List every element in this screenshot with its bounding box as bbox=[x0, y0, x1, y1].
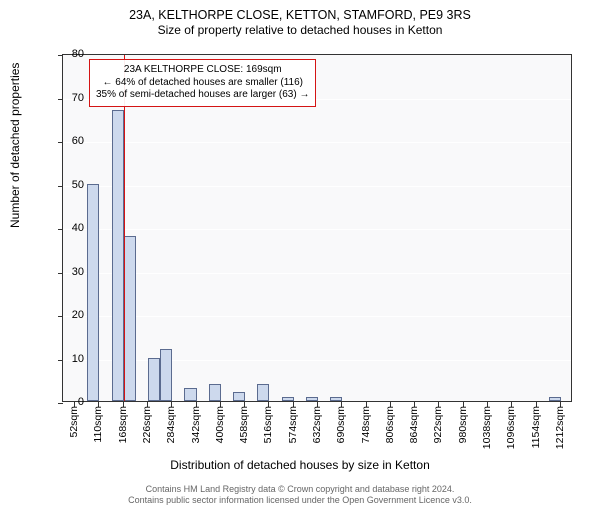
histogram-bar bbox=[233, 392, 245, 401]
footer-line2: Contains public sector information licen… bbox=[0, 495, 600, 506]
xtick-label: 1038sqm bbox=[481, 406, 493, 449]
ytick-label: 70 bbox=[54, 92, 84, 104]
histogram-bar bbox=[257, 384, 269, 401]
histogram-bar bbox=[209, 384, 221, 401]
chart-area: 23A KELTHORPE CLOSE: 169sqm← 64% of deta… bbox=[62, 54, 572, 402]
annotation-line: 23A KELTHORPE CLOSE: 169sqm bbox=[96, 64, 309, 77]
plot-background: 23A KELTHORPE CLOSE: 169sqm← 64% of deta… bbox=[62, 54, 572, 402]
xtick-label: 690sqm bbox=[335, 406, 347, 443]
histogram-bar bbox=[282, 397, 294, 401]
gridline-h bbox=[63, 142, 571, 143]
xtick-label: 226sqm bbox=[141, 406, 153, 443]
chart-title-main: 23A, KELTHORPE CLOSE, KETTON, STAMFORD, … bbox=[0, 8, 600, 22]
histogram-bar bbox=[160, 349, 172, 401]
histogram-bar bbox=[148, 358, 160, 402]
ytick-label: 20 bbox=[54, 309, 84, 321]
histogram-bar bbox=[306, 397, 318, 401]
gridline-h bbox=[63, 229, 571, 230]
histogram-bar bbox=[330, 397, 342, 401]
xtick-label: 1096sqm bbox=[505, 406, 517, 449]
footer-attribution: Contains HM Land Registry data © Crown c… bbox=[0, 484, 600, 506]
xtick-label: 1154sqm bbox=[530, 406, 542, 448]
xtick-label: 342sqm bbox=[190, 406, 202, 443]
xtick-label: 980sqm bbox=[457, 406, 469, 443]
gridline-h bbox=[63, 273, 571, 274]
annotation-line: ← 64% of detached houses are smaller (11… bbox=[96, 77, 309, 90]
annotation-box: 23A KELTHORPE CLOSE: 169sqm← 64% of deta… bbox=[89, 59, 316, 107]
xtick-label: 574sqm bbox=[287, 406, 299, 443]
x-axis-label: Distribution of detached houses by size … bbox=[0, 458, 600, 472]
ytick-label: 40 bbox=[54, 222, 84, 234]
ytick-label: 0 bbox=[54, 396, 84, 408]
annotation-line: 35% of semi-detached houses are larger (… bbox=[96, 89, 309, 102]
chart-title-sub: Size of property relative to detached ho… bbox=[0, 23, 600, 37]
footer-line1: Contains HM Land Registry data © Crown c… bbox=[0, 484, 600, 495]
xtick-label: 168sqm bbox=[117, 406, 129, 443]
ytick-label: 10 bbox=[54, 353, 84, 365]
ytick-label: 50 bbox=[54, 179, 84, 191]
xtick-label: 922sqm bbox=[432, 406, 444, 443]
xtick-label: 52sqm bbox=[68, 406, 80, 438]
histogram-bar bbox=[549, 397, 561, 401]
xtick-label: 458sqm bbox=[238, 406, 250, 443]
histogram-bar bbox=[184, 388, 196, 401]
ytick-label: 30 bbox=[54, 266, 84, 278]
y-axis-label: Number of detached properties bbox=[8, 63, 22, 228]
reference-line bbox=[124, 55, 125, 401]
xtick-label: 284sqm bbox=[165, 406, 177, 443]
histogram-bar bbox=[112, 110, 124, 401]
gridline-h bbox=[63, 186, 571, 187]
xtick-label: 806sqm bbox=[384, 406, 396, 443]
xtick-label: 516sqm bbox=[262, 406, 274, 443]
xtick-label: 864sqm bbox=[408, 406, 420, 443]
gridline-h bbox=[63, 360, 571, 361]
xtick-label: 632sqm bbox=[311, 406, 323, 443]
xtick-label: 400sqm bbox=[214, 406, 226, 443]
histogram-bar bbox=[124, 236, 136, 401]
ytick-label: 60 bbox=[54, 135, 84, 147]
ytick-label: 80 bbox=[54, 48, 84, 60]
xtick-label: 110sqm bbox=[92, 406, 104, 443]
xtick-label: 1212sqm bbox=[554, 406, 566, 449]
xtick-label: 748sqm bbox=[360, 406, 372, 443]
histogram-bar bbox=[87, 184, 99, 402]
gridline-h bbox=[63, 316, 571, 317]
